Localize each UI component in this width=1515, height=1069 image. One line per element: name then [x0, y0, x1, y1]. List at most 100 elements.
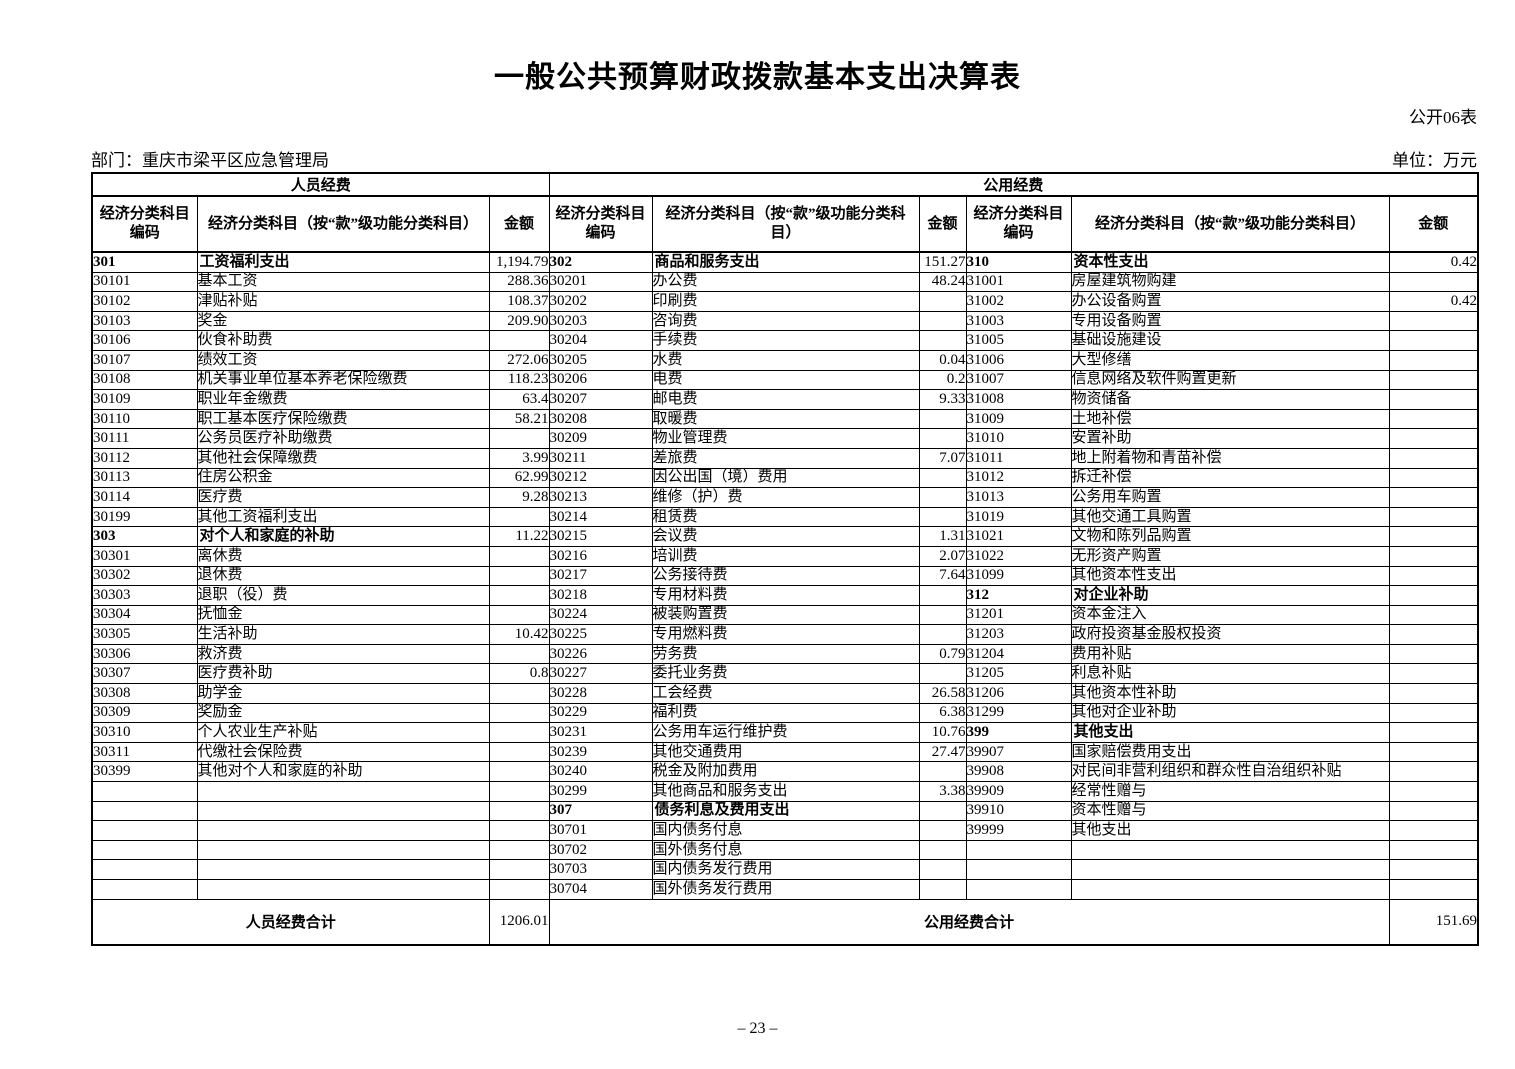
- amount-cell: [488, 741, 550, 763]
- code-cell: 30308: [91, 683, 198, 704]
- col-header-amount-3: 金额: [1388, 195, 1479, 253]
- amount-cell: 288.36: [488, 271, 550, 293]
- subject-cell: 地上附着物和青苗补偿: [1070, 447, 1390, 469]
- code-cell: 30239: [548, 741, 653, 763]
- amount-cell: 0.04: [918, 349, 967, 371]
- code-cell: [91, 820, 198, 841]
- table-row: 30107 绩效工资 272.06 30205 水费 0.04 31006 大型修缮: [91, 349, 1479, 371]
- subject-cell: 会议费: [651, 526, 920, 547]
- subject-cell: 其他资本性支出: [1070, 565, 1390, 587]
- table-row: 30304 抚恤金 30224 被装购置费 31201 资本金注入: [91, 604, 1479, 626]
- code-cell: 30108: [91, 369, 198, 391]
- amount-cell: [488, 702, 550, 724]
- table-row: 30309 奖励金 30229 福利费 6.38 31299 其他对企业补助: [91, 702, 1479, 724]
- code-cell: 31013: [965, 487, 1072, 508]
- code-cell: 30704: [548, 879, 653, 900]
- amount-cell: 27.47: [918, 741, 967, 763]
- amount-cell: 108.37: [488, 291, 550, 312]
- code-cell: 30225: [548, 624, 653, 645]
- amount-cell: [918, 585, 967, 606]
- amount-cell: [1388, 428, 1479, 449]
- code-cell: 307: [548, 800, 653, 822]
- amount-cell: [488, 545, 550, 567]
- table-row: 30701 国内债务付息 39999 其他支出: [91, 820, 1479, 841]
- subject-cell: 其他工资福利支出: [196, 506, 490, 528]
- amount-cell: 26.58: [918, 683, 967, 704]
- amount-cell: [918, 820, 967, 841]
- subject-cell: [1070, 839, 1390, 861]
- code-cell: 399: [965, 722, 1072, 743]
- subject-cell: 国家赔偿费用支出: [1070, 741, 1390, 763]
- subject-cell: 生活补助: [196, 624, 490, 645]
- code-cell: 30303: [91, 585, 198, 606]
- amount-cell: [488, 565, 550, 587]
- amount-cell: [1388, 761, 1479, 783]
- table-row: 307 债务利息及费用支出 39910 资本性赠与: [91, 800, 1479, 822]
- code-cell: 31003: [965, 310, 1072, 332]
- amount-cell: [1388, 859, 1479, 880]
- code-cell: 30703: [548, 859, 653, 880]
- col-header-code-3: 经济分类科目 编码: [965, 195, 1072, 253]
- subject-cell: 资本性赠与: [1070, 800, 1390, 822]
- amount-cell: 0.79: [918, 643, 967, 665]
- code-cell: 30203: [548, 310, 653, 332]
- subject-cell: 抚恤金: [196, 604, 490, 626]
- code-cell: 30217: [548, 565, 653, 587]
- amount-cell: 10.76: [918, 722, 967, 743]
- subject-cell: 拆迁补偿: [1070, 467, 1390, 489]
- subject-cell: 房屋建筑物购建: [1070, 271, 1390, 293]
- expense-table: 人员经费 公用经费 经济分类科目 编码 经济分类科目（按“款”级功能分类科目） …: [91, 172, 1480, 946]
- col-header-amount-1: 金额: [488, 195, 550, 253]
- subject-cell: 医疗费补助: [196, 663, 490, 685]
- code-cell: 30101: [91, 271, 198, 293]
- subject-cell: 差旅费: [651, 447, 920, 469]
- subject-cell: [196, 800, 490, 822]
- code-cell: 30107: [91, 349, 198, 371]
- code-cell: [965, 859, 1072, 880]
- table-row: 30301 离休费 30216 培训费 2.07 31022 无形资产购置: [91, 545, 1479, 567]
- code-cell: 30307: [91, 663, 198, 685]
- subject-cell: 其他支出: [1070, 722, 1390, 743]
- subject-cell: 物业管理费: [651, 428, 920, 449]
- code-cell: [91, 800, 198, 822]
- subject-cell: 资本金注入: [1070, 604, 1390, 626]
- code-cell: 30302: [91, 565, 198, 587]
- code-cell: 31203: [965, 624, 1072, 645]
- subject-cell: 专用燃料费: [651, 624, 920, 645]
- amount-cell: [1388, 408, 1479, 430]
- subject-cell: 退职（役）费: [196, 585, 490, 606]
- amount-cell: [488, 506, 550, 528]
- unit-label: 单位：万元: [1392, 151, 1477, 170]
- code-cell: 30110: [91, 408, 198, 430]
- amount-cell: [1388, 565, 1479, 587]
- code-cell: 30111: [91, 428, 198, 449]
- subject-cell: [196, 820, 490, 841]
- public-total-label: 公用经费合计: [548, 898, 1390, 946]
- amount-cell: 1,194.79: [488, 251, 550, 273]
- personnel-total-amount: 1206.01: [488, 898, 550, 946]
- code-cell: 30305: [91, 624, 198, 645]
- code-cell: 30310: [91, 722, 198, 743]
- subject-cell: 培训费: [651, 545, 920, 567]
- amount-cell: [1388, 545, 1479, 567]
- code-cell: 30701: [548, 820, 653, 841]
- code-cell: [965, 839, 1072, 861]
- code-cell: 31021: [965, 526, 1072, 547]
- subject-cell: 个人农业生产补贴: [196, 722, 490, 743]
- code-cell: 30216: [548, 545, 653, 567]
- amount-cell: [488, 761, 550, 783]
- code-cell: 30206: [548, 369, 653, 391]
- code-cell: [91, 879, 198, 900]
- amount-cell: 7.64: [918, 565, 967, 587]
- subject-cell: 工资福利支出: [196, 251, 490, 273]
- subject-cell: 因公出国（境）费用: [651, 467, 920, 489]
- amount-cell: [1388, 447, 1479, 469]
- amount-cell: [1388, 741, 1479, 763]
- code-cell: 39908: [965, 761, 1072, 783]
- table-row: 30112 其他社会保障缴费 3.99 30211 差旅费 7.07 31011 地上附着物和…: [91, 447, 1479, 469]
- subject-cell: 专用材料费: [651, 585, 920, 606]
- subject-cell: 税金及附加费用: [651, 761, 920, 783]
- code-cell: 30211: [548, 447, 653, 469]
- subject-cell: 电费: [651, 369, 920, 391]
- code-cell: 30209: [548, 428, 653, 449]
